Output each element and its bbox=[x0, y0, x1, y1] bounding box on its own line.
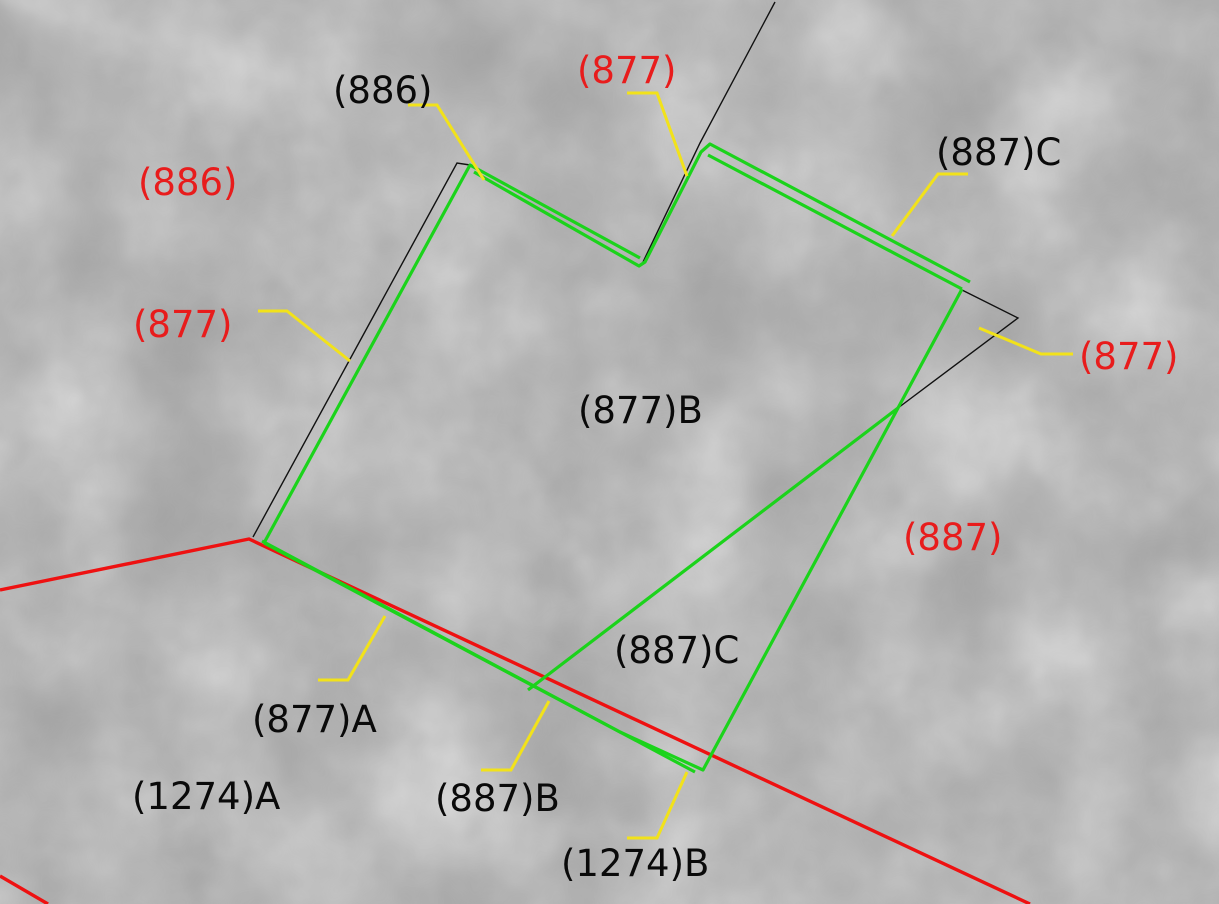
label-1274b: (1274)B bbox=[561, 842, 709, 885]
label-877a: (877)A bbox=[252, 698, 377, 741]
leader-887b bbox=[481, 700, 551, 772]
parcel-877b-outline-north-inner bbox=[707, 153, 963, 291]
label-877-right: (877) bbox=[1079, 335, 1179, 378]
label-887b: (887)B bbox=[435, 777, 560, 820]
label-877-top: (877) bbox=[577, 49, 677, 92]
leader-1274b bbox=[627, 771, 689, 840]
existing-boundary-main bbox=[0, 537, 1031, 904]
proposed-boundaries bbox=[261, 142, 971, 774]
parcel-labels: (877) (886) (887)C (886) (877) (877) (87… bbox=[132, 49, 1179, 885]
label-1274a: (1274)A bbox=[132, 775, 280, 818]
reference-lines bbox=[252, 1, 1020, 538]
existing-boundary-corner bbox=[0, 874, 49, 904]
leader-877-right bbox=[978, 326, 1073, 356]
existing-boundaries bbox=[0, 537, 1031, 904]
leader-886-top bbox=[408, 103, 486, 181]
parcel-877b-outline-north bbox=[473, 142, 971, 284]
parcel-divider bbox=[527, 406, 899, 692]
reference-line-north bbox=[642, 1, 776, 263]
leader-877-left bbox=[258, 309, 351, 363]
reference-line-east bbox=[897, 288, 1020, 409]
parcel-877b-outline-west bbox=[262, 163, 641, 544]
label-887-right: (887) bbox=[903, 516, 1003, 559]
label-886-top: (886) bbox=[333, 69, 433, 112]
leader-lines bbox=[258, 91, 1073, 840]
label-877b-center: (877)B bbox=[578, 389, 703, 432]
leader-877a bbox=[318, 615, 387, 682]
label-887c-top: (887)C bbox=[936, 131, 1061, 174]
leader-887c-top bbox=[890, 172, 968, 237]
label-877-left: (877) bbox=[133, 303, 233, 346]
leader-877-top bbox=[627, 91, 689, 177]
label-887c-center: (887)C bbox=[614, 629, 739, 672]
label-886-left: (886) bbox=[138, 161, 238, 204]
parcel-outline-south-inner bbox=[261, 539, 696, 774]
reference-line-west bbox=[252, 162, 471, 538]
